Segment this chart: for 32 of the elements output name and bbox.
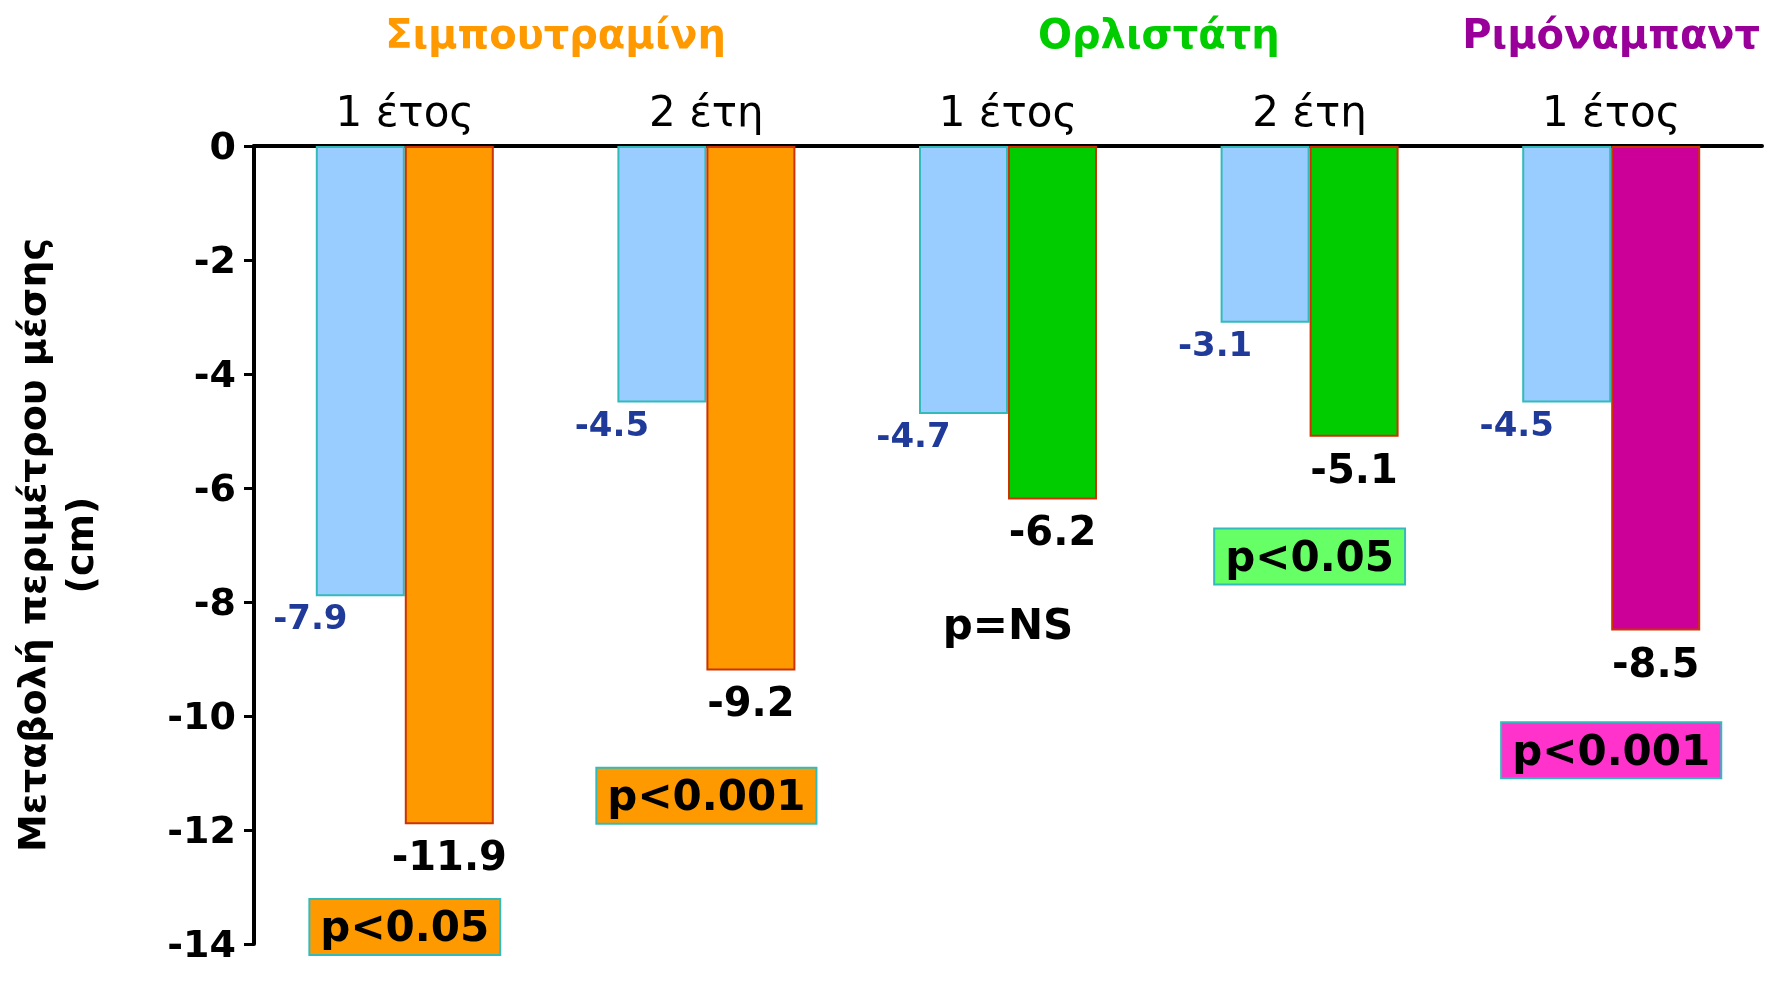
data-label: -4.5	[1479, 403, 1554, 444]
y-tick-label: -4	[193, 352, 236, 396]
annotation: p<0.05	[320, 902, 490, 952]
text: Ορλιστάτη	[1037, 11, 1280, 57]
data-label: -5.1	[1310, 445, 1398, 492]
annotation: p<0.05	[1225, 531, 1395, 581]
text: Ριμόναμπαντ	[1462, 11, 1761, 57]
y-axis-title: Μεταβολή περιμέτρου μέσης (cm)	[10, 237, 102, 853]
data-label: -11.9	[391, 833, 507, 880]
text: Σιμπουτραμίνη	[385, 11, 727, 57]
data-label: -7.9	[273, 597, 348, 638]
x-tick-label: 2 έτη	[649, 86, 764, 136]
data-label: -4.5	[574, 403, 650, 444]
x-tick-label: 1 έτος	[938, 86, 1078, 136]
x-tick-label: 1 έτος	[335, 86, 475, 136]
y-tick-label: -8	[193, 580, 236, 624]
y-tick-label: -2	[193, 238, 236, 282]
annotation: p<0.001	[607, 771, 806, 821]
data-label: -4.7	[876, 414, 951, 455]
y-tick-label: -10	[167, 694, 236, 738]
y-tick-label: -12	[167, 808, 236, 852]
data-label: -3.1	[1177, 323, 1253, 364]
x-tick-label: 1 έτος	[1541, 86, 1681, 136]
x-tick-label: 2 έτη	[1252, 86, 1367, 136]
data-label: -6.2	[1008, 508, 1097, 555]
y-tick-label: -14	[167, 922, 236, 966]
annotation: p<0.001	[1512, 725, 1711, 775]
y-tick-label: 0	[209, 124, 236, 168]
annotation: p=NS	[942, 600, 1074, 650]
y-tick-label: -6	[193, 466, 236, 510]
data-label: -8.5	[1611, 639, 1700, 686]
data-label: -9.2	[707, 679, 795, 726]
